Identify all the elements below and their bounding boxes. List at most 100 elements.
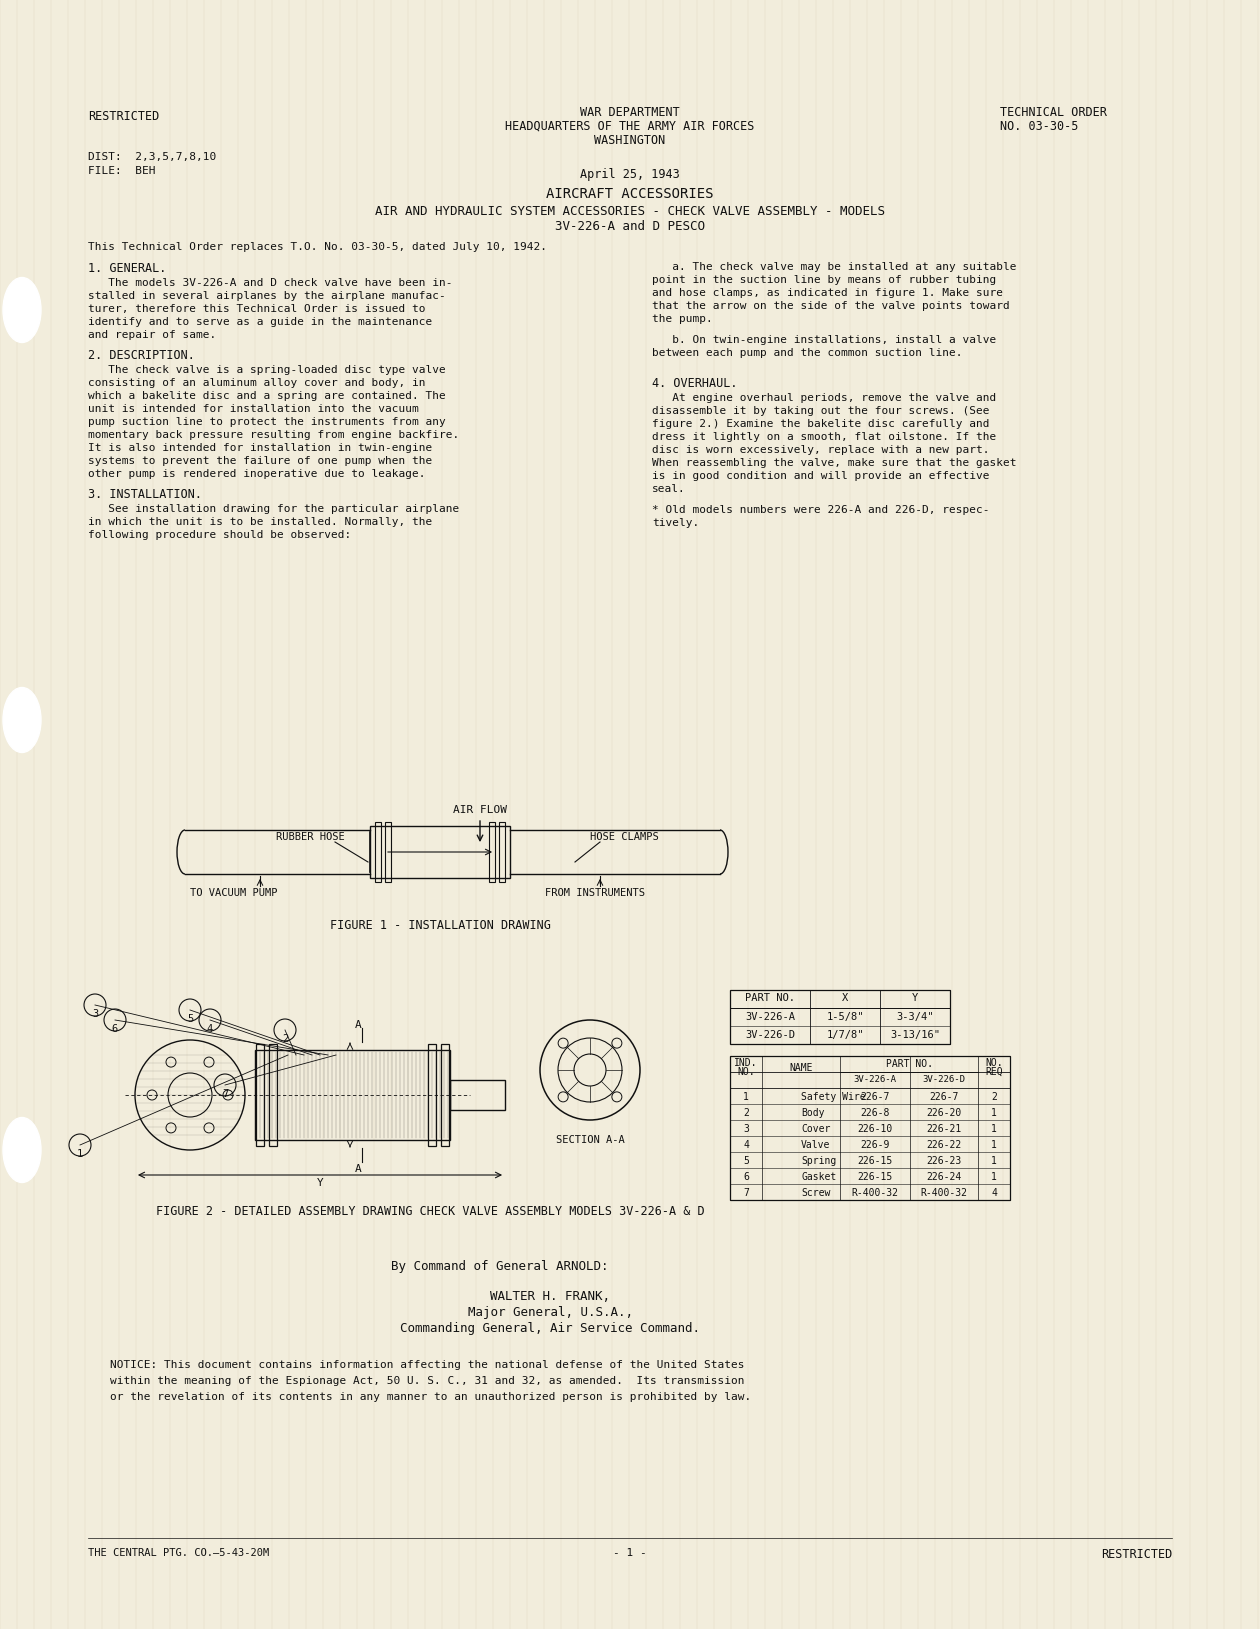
Text: 1: 1 xyxy=(743,1091,748,1101)
Text: 4: 4 xyxy=(207,1025,213,1034)
Text: The models 3V-226-A and D check valve have been in-: The models 3V-226-A and D check valve ha… xyxy=(88,279,452,288)
Bar xyxy=(730,1056,1011,1201)
Text: See installation drawing for the particular airplane: See installation drawing for the particu… xyxy=(88,503,459,515)
Text: momentary back pressure resulting from engine backfire.: momentary back pressure resulting from e… xyxy=(88,430,459,440)
Text: 3: 3 xyxy=(92,1008,98,1020)
Text: consisting of an aluminum alloy cover and body, in: consisting of an aluminum alloy cover an… xyxy=(88,378,426,388)
Text: 1: 1 xyxy=(992,1140,997,1150)
Text: NO.: NO. xyxy=(737,1067,755,1077)
Text: TO VACUUM PUMP: TO VACUUM PUMP xyxy=(190,888,277,898)
Text: At engine overhaul periods, remove the valve and: At engine overhaul periods, remove the v… xyxy=(651,393,997,402)
Text: 226-7: 226-7 xyxy=(861,1091,890,1101)
Text: IND.: IND. xyxy=(735,1057,757,1069)
Text: HOSE CLAMPS: HOSE CLAMPS xyxy=(590,832,659,842)
Text: 1: 1 xyxy=(992,1108,997,1117)
Text: RUBBER HOSE: RUBBER HOSE xyxy=(276,832,344,842)
Text: 3. INSTALLATION.: 3. INSTALLATION. xyxy=(88,489,202,502)
Text: in which the unit is to be installed. Normally, the: in which the unit is to be installed. No… xyxy=(88,516,432,528)
Text: 5: 5 xyxy=(186,1013,193,1025)
Text: 2. DESCRIPTION.: 2. DESCRIPTION. xyxy=(88,349,195,362)
Text: The check valve is a spring-loaded disc type valve: The check valve is a spring-loaded disc … xyxy=(88,365,446,375)
Text: 4. OVERHAUL.: 4. OVERHAUL. xyxy=(651,376,737,389)
Text: FILE:  BEH: FILE: BEH xyxy=(88,166,155,176)
Text: 7: 7 xyxy=(743,1188,748,1197)
Text: 4: 4 xyxy=(992,1188,997,1197)
Text: NO.: NO. xyxy=(985,1057,1003,1069)
Bar xyxy=(730,990,950,1044)
Text: April 25, 1943: April 25, 1943 xyxy=(580,168,680,181)
Text: 226-24: 226-24 xyxy=(926,1171,961,1183)
Text: 226-15: 226-15 xyxy=(857,1171,892,1183)
Text: 226-7: 226-7 xyxy=(930,1091,959,1101)
Text: disassemble it by taking out the four screws. (See: disassemble it by taking out the four sc… xyxy=(651,406,989,415)
Text: This Technical Order replaces T.O. No. 03-30-5, dated July 10, 1942.: This Technical Order replaces T.O. No. 0… xyxy=(88,243,547,252)
Text: Spring: Spring xyxy=(801,1157,837,1166)
Text: WAR DEPARTMENT: WAR DEPARTMENT xyxy=(580,106,680,119)
Text: NOTICE: This document contains information affecting the national defense of the: NOTICE: This document contains informati… xyxy=(110,1360,745,1370)
Text: stalled in several airplanes by the airplane manufac-: stalled in several airplanes by the airp… xyxy=(88,292,446,301)
Text: Safety Wire: Safety Wire xyxy=(801,1091,866,1101)
Text: the pump.: the pump. xyxy=(651,314,713,324)
Text: REQ: REQ xyxy=(985,1067,1003,1077)
Text: R-400-32: R-400-32 xyxy=(921,1188,968,1197)
Text: 3V-226-D: 3V-226-D xyxy=(922,1075,965,1083)
Text: within the meaning of the Espionage Act, 50 U. S. C., 31 and 32, as amended.  It: within the meaning of the Espionage Act,… xyxy=(110,1377,745,1386)
Text: Y: Y xyxy=(316,1178,324,1188)
Text: 226-8: 226-8 xyxy=(861,1108,890,1117)
Text: NO. 03-30-5: NO. 03-30-5 xyxy=(1000,121,1079,134)
Text: 1. GENERAL.: 1. GENERAL. xyxy=(88,262,166,275)
Text: THE CENTRAL PTG. CO.—5-43-20M: THE CENTRAL PTG. CO.—5-43-20M xyxy=(88,1548,270,1557)
Text: DIST:  2,3,5,7,8,10: DIST: 2,3,5,7,8,10 xyxy=(88,151,217,161)
Text: HEADQUARTERS OF THE ARMY AIR FORCES: HEADQUARTERS OF THE ARMY AIR FORCES xyxy=(505,121,755,134)
Text: Y: Y xyxy=(912,994,919,1003)
Text: NAME: NAME xyxy=(789,1064,813,1074)
Bar xyxy=(499,823,505,881)
Text: that the arrow on the side of the valve points toward: that the arrow on the side of the valve … xyxy=(651,301,1009,311)
Text: 226-23: 226-23 xyxy=(926,1157,961,1166)
Text: It is also intended for installation in twin-engine: It is also intended for installation in … xyxy=(88,443,432,453)
Text: FIGURE 1 - INSTALLATION DRAWING: FIGURE 1 - INSTALLATION DRAWING xyxy=(330,919,551,932)
Text: is in good condition and will provide an effective: is in good condition and will provide an… xyxy=(651,471,989,481)
Bar xyxy=(450,1080,505,1109)
Text: 3V-226-A: 3V-226-A xyxy=(745,1012,795,1021)
Text: RESTRICTED: RESTRICTED xyxy=(88,111,159,124)
Text: other pump is rendered inoperative due to leakage.: other pump is rendered inoperative due t… xyxy=(88,469,426,479)
Text: 2: 2 xyxy=(282,1034,289,1044)
Text: identify and to serve as a guide in the maintenance: identify and to serve as a guide in the … xyxy=(88,318,432,327)
Text: WASHINGTON: WASHINGTON xyxy=(595,134,665,147)
Text: which a bakelite disc and a spring are contained. The: which a bakelite disc and a spring are c… xyxy=(88,391,446,401)
Text: 2: 2 xyxy=(743,1108,748,1117)
Text: 226-9: 226-9 xyxy=(861,1140,890,1150)
Text: By Command of General ARNOLD:: By Command of General ARNOLD: xyxy=(392,1259,609,1272)
Text: 4: 4 xyxy=(743,1140,748,1150)
Text: and hose clamps, as indicated in figure 1. Make sure: and hose clamps, as indicated in figure … xyxy=(651,288,1003,298)
Text: - 1 -: - 1 - xyxy=(614,1548,646,1557)
Text: 226-22: 226-22 xyxy=(926,1140,961,1150)
Bar xyxy=(256,1044,265,1145)
Text: figure 2.) Examine the bakelite disc carefully and: figure 2.) Examine the bakelite disc car… xyxy=(651,419,989,428)
Text: 1/7/8": 1/7/8" xyxy=(827,1030,864,1039)
Text: disc is worn excessively, replace with a new part.: disc is worn excessively, replace with a… xyxy=(651,445,989,454)
Text: seal.: seal. xyxy=(651,484,685,494)
Text: Major General, U.S.A.,: Major General, U.S.A., xyxy=(467,1306,633,1319)
Text: PART NO.: PART NO. xyxy=(886,1059,932,1069)
Text: 1: 1 xyxy=(992,1171,997,1183)
Bar xyxy=(386,823,391,881)
Text: or the revelation of its contents in any manner to an unauthorized person is pro: or the revelation of its contents in any… xyxy=(110,1393,751,1403)
Text: Screw: Screw xyxy=(801,1188,830,1197)
Text: A: A xyxy=(354,1020,362,1030)
Text: 3V-226-A and D PESCO: 3V-226-A and D PESCO xyxy=(554,220,706,233)
Text: 1: 1 xyxy=(992,1157,997,1166)
Text: PART NO.: PART NO. xyxy=(745,994,795,1003)
Text: 5: 5 xyxy=(743,1157,748,1166)
Text: 226-21: 226-21 xyxy=(926,1124,961,1134)
Text: 226-20: 226-20 xyxy=(926,1108,961,1117)
Text: Gasket: Gasket xyxy=(801,1171,837,1183)
Text: AIR AND HYDRAULIC SYSTEM ACCESSORIES - CHECK VALVE ASSEMBLY - MODELS: AIR AND HYDRAULIC SYSTEM ACCESSORIES - C… xyxy=(375,205,885,218)
Text: * Old models numbers were 226-A and 226-D, respec-: * Old models numbers were 226-A and 226-… xyxy=(651,505,989,515)
Text: FIGURE 2 - DETAILED ASSEMBLY DRAWING CHECK VALVE ASSEMBLY MODELS 3V-226-A & D: FIGURE 2 - DETAILED ASSEMBLY DRAWING CHE… xyxy=(156,1205,704,1218)
Text: RESTRICTED: RESTRICTED xyxy=(1101,1548,1172,1561)
Text: 1: 1 xyxy=(77,1148,83,1158)
Text: between each pump and the common suction line.: between each pump and the common suction… xyxy=(651,349,963,358)
Text: FROM INSTRUMENTS: FROM INSTRUMENTS xyxy=(546,888,645,898)
